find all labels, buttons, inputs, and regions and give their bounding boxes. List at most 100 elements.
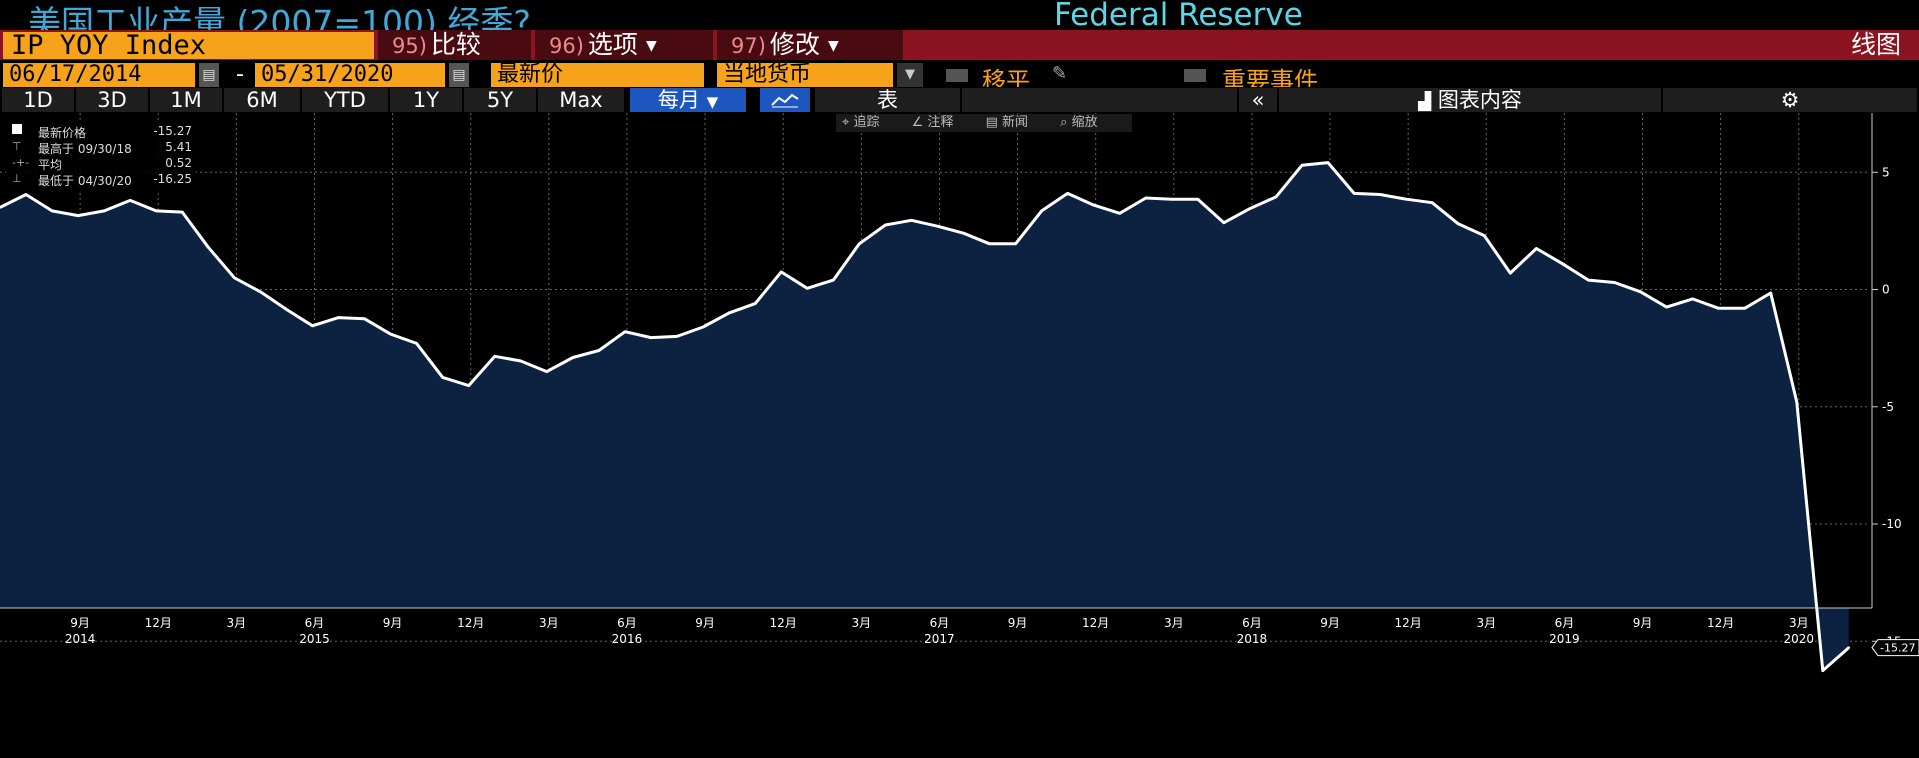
data-point [1170, 198, 1174, 201]
x-tick-label: 3月 [1164, 616, 1184, 630]
data-point [1300, 164, 1304, 167]
chart-area[interactable]: 50-5-10-159月12月3月6月9月12月3月6月9月12月3月6月9月1… [0, 113, 1919, 758]
table-button[interactable]: 表 [815, 88, 960, 112]
data-point [1587, 278, 1590, 282]
period-ytd-button[interactable]: YTD [302, 88, 388, 112]
x-tick-label: 3月 [227, 616, 247, 630]
data-point [181, 210, 184, 214]
options-button[interactable]: 96) 选项 ▼ [535, 30, 713, 60]
period-1m-button[interactable]: 1M [150, 88, 222, 112]
chevron-down-icon[interactable]: ▼ [897, 63, 923, 87]
chevron-down-icon: ▼ [706, 93, 719, 111]
frequency-select[interactable]: 每月 ▼ [630, 88, 746, 112]
legend-value: 0.52 [165, 156, 192, 170]
data-point [1509, 271, 1512, 275]
data-source: Federal Reserve [1054, 0, 1303, 33]
data-point [363, 317, 366, 321]
x-tick-label: 12月 [770, 616, 797, 630]
modify-label: 修改 [769, 30, 820, 59]
data-point [1196, 198, 1200, 201]
annotate-tool[interactable]: ∠ 注释 [911, 115, 954, 130]
data-point [1222, 221, 1226, 224]
y-tick-label: -5 [1882, 400, 1894, 414]
chart-content-button[interactable]: ▟ 图表内容 [1279, 88, 1661, 112]
period-max-button[interactable]: Max [538, 88, 624, 112]
period-6m-button[interactable]: 6M [224, 88, 300, 112]
start-date-field[interactable]: 06/17/2014 [3, 63, 195, 87]
legend-last-price: 最新价格 -15.27 [6, 124, 196, 140]
period-1d-button[interactable]: 1D [2, 88, 74, 112]
x-year-label: 2020 [1783, 632, 1814, 646]
data-point [1847, 646, 1851, 649]
x-year-label: 2016 [612, 632, 643, 646]
options-number: 96) [549, 34, 584, 58]
end-date-field[interactable]: 05/31/2020 [255, 63, 445, 87]
currency-select[interactable]: 当地货币 [717, 63, 893, 87]
data-point [675, 335, 679, 338]
price-field-select[interactable]: 最新价 [491, 63, 704, 87]
toolbar-spacer [962, 88, 1237, 112]
data-point [102, 209, 106, 213]
legend-swatch [12, 124, 22, 137]
calendar-icon[interactable]: ▤ [199, 63, 219, 87]
chart-type-label[interactable]: 线图 [1850, 30, 1901, 59]
x-tick-label: 6月 [1555, 616, 1575, 630]
chevron-down-icon: ▼ [645, 38, 657, 54]
x-tick-label: 9月 [1633, 616, 1653, 630]
period-5y-button[interactable]: 5Y [464, 88, 536, 112]
data-point [753, 302, 757, 305]
data-point [1457, 222, 1460, 226]
zoom-tool[interactable]: ⌕ 缩放 [1060, 115, 1098, 130]
data-point [155, 209, 158, 213]
parameter-bar: 06/17/2014 ▤ - 05/31/2020 ▤ 最新价 当地货币 ▼ 移… [0, 60, 1919, 95]
x-tick-label: 3月 [1476, 616, 1496, 630]
collapse-icon[interactable]: « [1239, 88, 1277, 112]
data-point [1248, 207, 1252, 210]
data-point [389, 332, 392, 336]
options-label: 选项 [587, 30, 638, 59]
chevron-down-icon: ▼ [827, 38, 839, 54]
data-point [1431, 201, 1434, 204]
crosshair-label: 追踪 [853, 115, 880, 130]
data-point [806, 287, 809, 290]
data-point [1717, 307, 1720, 310]
data-point [1404, 198, 1408, 201]
period-3d-button[interactable]: 3D [76, 88, 148, 112]
legend-value: 5.41 [165, 140, 192, 154]
ticker-field[interactable]: IP YOY Index [3, 32, 374, 60]
data-point [1326, 161, 1330, 164]
legend-label: 平均 [38, 158, 63, 172]
data-point [858, 242, 861, 245]
data-point [1040, 209, 1043, 213]
x-tick-label: 6月 [930, 616, 950, 630]
high-marker-icon: ⊤ [12, 140, 22, 153]
data-point [623, 330, 627, 333]
line-chart-icon[interactable] [760, 88, 810, 112]
news-tool[interactable]: ▤ 新闻 [985, 115, 1028, 130]
low-marker-icon: ⊥ [12, 172, 22, 185]
data-point [936, 224, 939, 228]
legend-high: ⊤ 最高于 09/30/18 5.41 [6, 140, 196, 156]
compare-button[interactable]: 95) 比较 [378, 30, 531, 60]
gear-icon[interactable]: ⚙ [1663, 88, 1917, 112]
crosshair-tool[interactable]: ⌖ 追踪 [842, 115, 880, 130]
compare-number: 95) [392, 34, 427, 58]
legend-label: 最高于 09/30/18 [38, 142, 132, 156]
data-point [1066, 192, 1069, 195]
zoom-label: 缩放 [1071, 115, 1098, 130]
moving-average-checkbox[interactable] [946, 69, 968, 82]
data-point [1743, 307, 1746, 310]
data-point [962, 232, 965, 235]
annotate-label: 注释 [927, 115, 954, 130]
calendar-icon[interactable]: ▤ [449, 63, 469, 87]
x-tick-label: 6月 [1242, 616, 1262, 630]
news-label: 新闻 [1001, 115, 1028, 130]
chart-content-label: 图表内容 [1437, 88, 1522, 112]
modify-button[interactable]: 97) 修改 ▼ [717, 30, 903, 60]
data-point [76, 214, 80, 217]
data-point [1561, 262, 1564, 265]
pencil-icon[interactable]: ✎ [1052, 63, 1068, 84]
x-tick-label: 12月 [1707, 616, 1734, 630]
key-events-checkbox[interactable] [1184, 69, 1206, 82]
period-1y-button[interactable]: 1Y [390, 88, 462, 112]
